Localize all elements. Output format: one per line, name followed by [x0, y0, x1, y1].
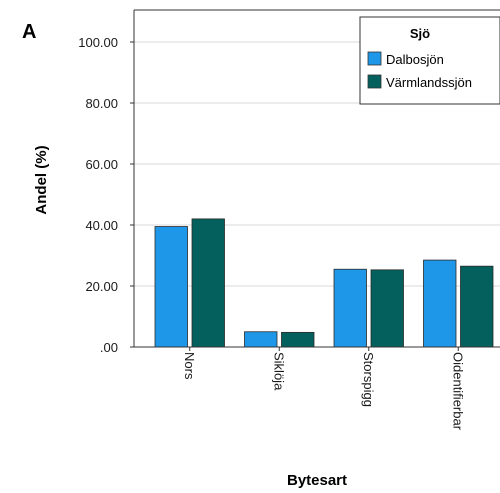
- bar-oidentifierbar-varmlandssjon: [460, 265, 494, 348]
- legend: Sjö Dalbosjön Värmlandssjön: [359, 16, 500, 105]
- bar-storspigg-varmlandssjon: [370, 269, 404, 348]
- legend-swatch-dalbosjon: [367, 51, 382, 66]
- bar-nors-varmlandssjon: [191, 218, 225, 348]
- x-tick-labels: Nors Siklöja Storspigg Oidentifierbar: [182, 347, 465, 431]
- x-tick-label: Storspigg: [361, 352, 376, 407]
- bar-storspigg-dalbosjon: [333, 268, 367, 348]
- y-tick-label: 80.00: [85, 96, 118, 111]
- legend-label-varmlandssjon: Värmlandssjön: [386, 75, 472, 90]
- y-tick-label: 100.00: [78, 35, 118, 50]
- x-tick-label: Oidentifierbar: [450, 352, 465, 431]
- legend-label-dalbosjon: Dalbosjön: [386, 52, 444, 67]
- y-tick-label: .00: [100, 340, 118, 355]
- y-tick-label: 20.00: [85, 279, 118, 294]
- y-axis-title: Andel (%): [33, 145, 50, 214]
- x-tick-label: Siklöja: [271, 352, 286, 391]
- bar-siklja-dalbosjon: [244, 331, 278, 348]
- y-tick-label: 60.00: [85, 157, 118, 172]
- bar-oidentifierbar-dalbosjon: [423, 259, 457, 348]
- y-tick-label: 40.00: [85, 218, 118, 233]
- axes: [133, 9, 500, 348]
- bars: [154, 218, 494, 348]
- panel-label: A: [22, 21, 36, 43]
- bar-nors-dalbosjon: [154, 226, 188, 348]
- legend-title: Sjö: [410, 26, 430, 41]
- x-axis-title: Bytesart: [287, 472, 347, 489]
- legend-box: [359, 16, 500, 105]
- legend-swatch-varmlandssjon: [367, 74, 382, 89]
- y-tick-labels: .00 20.00 40.00 60.00 80.00 100.00: [78, 35, 134, 355]
- bar-siklja-varmlandssjon: [281, 331, 315, 348]
- x-tick-label: Nors: [182, 352, 197, 380]
